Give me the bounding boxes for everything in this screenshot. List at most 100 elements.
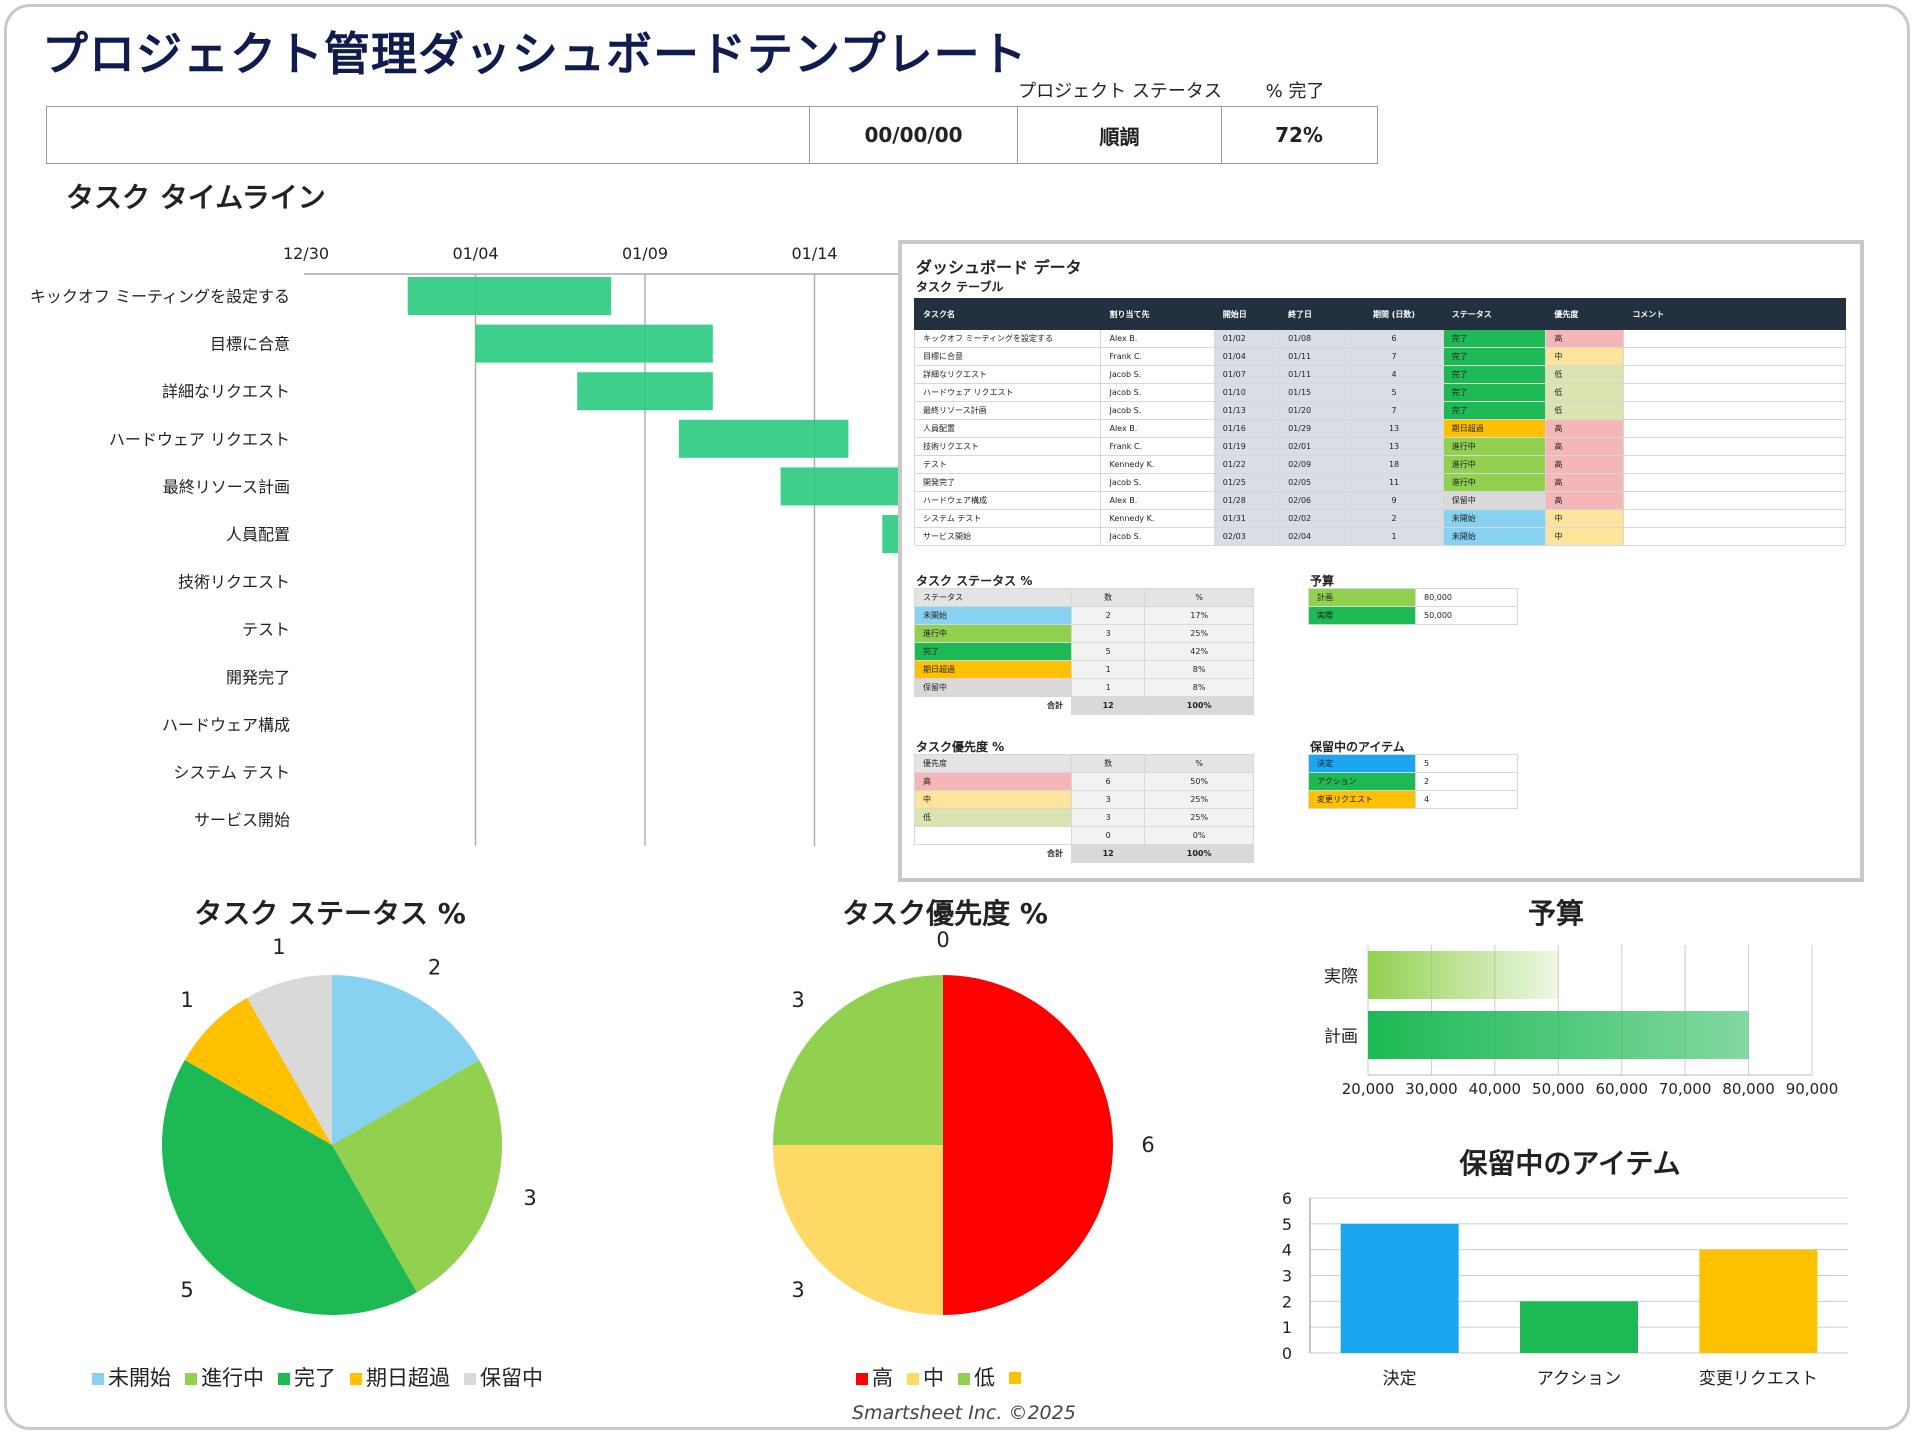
table-cell: Alex B. (1100, 419, 1215, 438)
legend-item: 保留中 (464, 1362, 543, 1392)
table-row: 低 3 25% (914, 808, 1254, 827)
timeline-title: タスク タイムライン (66, 181, 326, 214)
legend-swatch (350, 1373, 362, 1385)
table-cell: 01/08 (1279, 329, 1346, 348)
table-cell: 高 (1545, 419, 1625, 438)
legend-item (1009, 1365, 1025, 1389)
table-cell: 6 (1070, 772, 1146, 791)
table-cell: 25% (1144, 808, 1254, 827)
table-cell (1623, 365, 1846, 384)
pie-slice (773, 1145, 943, 1315)
table-row: 0 0% (914, 826, 1254, 845)
table-cell: ハードウェア リクエスト (913, 383, 1102, 402)
table-cell: 01/31 (1213, 509, 1281, 528)
table-header-cell: ステータス (914, 588, 1072, 607)
table-cell: 完了 (1442, 329, 1547, 348)
table-cell: 02/05 (1279, 473, 1346, 492)
budget-tick-label: 20,000 (1342, 1080, 1395, 1098)
task-table-header: 終了日 (1279, 298, 1346, 330)
table-cell: 18 (1344, 455, 1444, 474)
pie-slice (332, 1060, 502, 1293)
gantt-chart: 12/30 01/04 01/09 01/14 キックオフ ミーティングを設定する目標に… (30, 244, 900, 846)
table-cell: 42% (1144, 642, 1254, 661)
legend-label: 高 (872, 1366, 893, 1390)
status-cell: 順調 (1017, 107, 1221, 163)
pending-tick-label: 6 (1282, 1189, 1292, 1208)
project-info-table: 00/00/00 順調 72% (46, 106, 1378, 164)
table-cell: 5 (1415, 754, 1518, 773)
task-table: タスク名 割り当て先 開始日 終了日 期間 (日数) ステータス 優先度 コメント キックオフ … (913, 298, 1846, 546)
table-cell: 進行中 (1442, 473, 1547, 492)
pending-bar (1520, 1301, 1638, 1353)
table-cell: 高 (914, 772, 1072, 791)
table-cell (1623, 455, 1846, 474)
table-cell: Jacob S. (1100, 383, 1215, 402)
pending-category-label: 変更リクエスト (1699, 1369, 1818, 1389)
table-cell: Jacob S. (1100, 527, 1215, 546)
budget-bar (1368, 951, 1559, 999)
task-bar (678, 419, 849, 458)
total-cell: 12 (1070, 844, 1146, 863)
total-cell: 12 (1070, 696, 1146, 715)
table-cell: 未開始 (914, 606, 1072, 625)
table-row: 高 6 50% (914, 772, 1254, 791)
table-cell: 8% (1144, 678, 1254, 697)
pie-data-label: 5 (180, 1278, 193, 1302)
budget-tick-label: 40,000 (1469, 1080, 1522, 1098)
table-cell: 25% (1144, 624, 1254, 643)
task-label: キックオフ ミーティングを設定する (30, 287, 290, 306)
table-cell: 02/01 (1279, 437, 1346, 456)
table-cell: 完了 (1442, 347, 1547, 366)
status-legend: 未開始 進行中 完了 期日超過 保留中 (92, 1362, 553, 1392)
table-cell: 1 (1070, 660, 1146, 679)
table-cell: Alex B. (1100, 329, 1215, 348)
budget-table: 計画 80,000 実際 50,000 (1308, 588, 1518, 625)
budget-table-title: 予算 (1310, 574, 1335, 588)
table-header-cell: % (1144, 754, 1254, 773)
table-cell: Kennedy K. (1100, 455, 1215, 474)
table-cell: 未開始 (1442, 509, 1547, 528)
table-row: 詳細なリクエスト Jacob S. 01/07 01/11 4 完了低 (913, 365, 1846, 384)
table-cell: 期日超過 (1442, 419, 1547, 438)
table-row: システム テスト Kennedy K. 01/31 02/02 2 未開始中 (913, 509, 1846, 528)
pie-slice (943, 975, 1113, 1315)
table-row: 技術リクエスト Frank C. 01/19 02/01 13 進行中高 (913, 437, 1846, 456)
legend-label: 期日超過 (366, 1366, 450, 1390)
table-row: 未開始 2 17% (914, 606, 1254, 625)
table-row: 完了 5 42% (914, 642, 1254, 661)
table-cell: 01/29 (1279, 419, 1346, 438)
legend-label: 低 (974, 1366, 995, 1390)
legend-label: 完了 (294, 1366, 336, 1390)
legend-swatch (1009, 1372, 1021, 1384)
table-row: 人員配置 Alex B. 01/16 01/29 13 期日超過高 (913, 419, 1846, 438)
pie-data-label: 3 (791, 988, 804, 1012)
table-cell: 13 (1344, 419, 1444, 438)
table-cell: 詳細なリクエスト (913, 365, 1102, 384)
table-row: 開発完了 Jacob S. 01/25 02/05 11 進行中高 (913, 473, 1846, 492)
total-cell: 100% (1144, 696, 1254, 715)
table-row: 決定 5 (1308, 754, 1518, 773)
pie-slice (773, 975, 943, 1145)
table-row: キックオフ ミーティングを設定する Alex B. 01/02 01/08 6 完了高 (913, 329, 1846, 348)
table-cell (1623, 437, 1846, 456)
table-cell: 01/22 (1213, 455, 1281, 474)
project-name-cell (47, 107, 809, 163)
task-label: 開発完了 (226, 668, 290, 687)
table-cell: 中 (914, 790, 1072, 809)
budget-category-label: 実際 (1324, 967, 1358, 987)
total-cell: 合計 (1047, 701, 1063, 711)
pending-table-title: 保留中のアイテム (1310, 740, 1405, 754)
task-bar (577, 372, 713, 411)
task-table-header: 割り当て先 (1100, 298, 1215, 330)
panel-title: ダッシュボード データ (916, 258, 1082, 277)
table-cell: 01/11 (1279, 347, 1346, 366)
table-row: ハードウェア リクエスト Jacob S. 01/10 01/15 5 完了低 (913, 383, 1846, 402)
table-cell: 1 (1070, 678, 1146, 697)
status-table: ステータス数% 未開始 2 17% 進行中 3 25% 完了 5 42% 期日超過 1 8% 保留中 1 8%… (914, 588, 1254, 715)
legend-item: 高 (856, 1362, 893, 1392)
table-row: 目標に合意 Frank C. 01/04 01/11 7 完了中 (913, 347, 1846, 366)
task-bar (882, 515, 898, 553)
task-label: テスト (242, 620, 290, 639)
legend-swatch (856, 1373, 868, 1385)
table-cell: 進行中 (1442, 455, 1547, 474)
